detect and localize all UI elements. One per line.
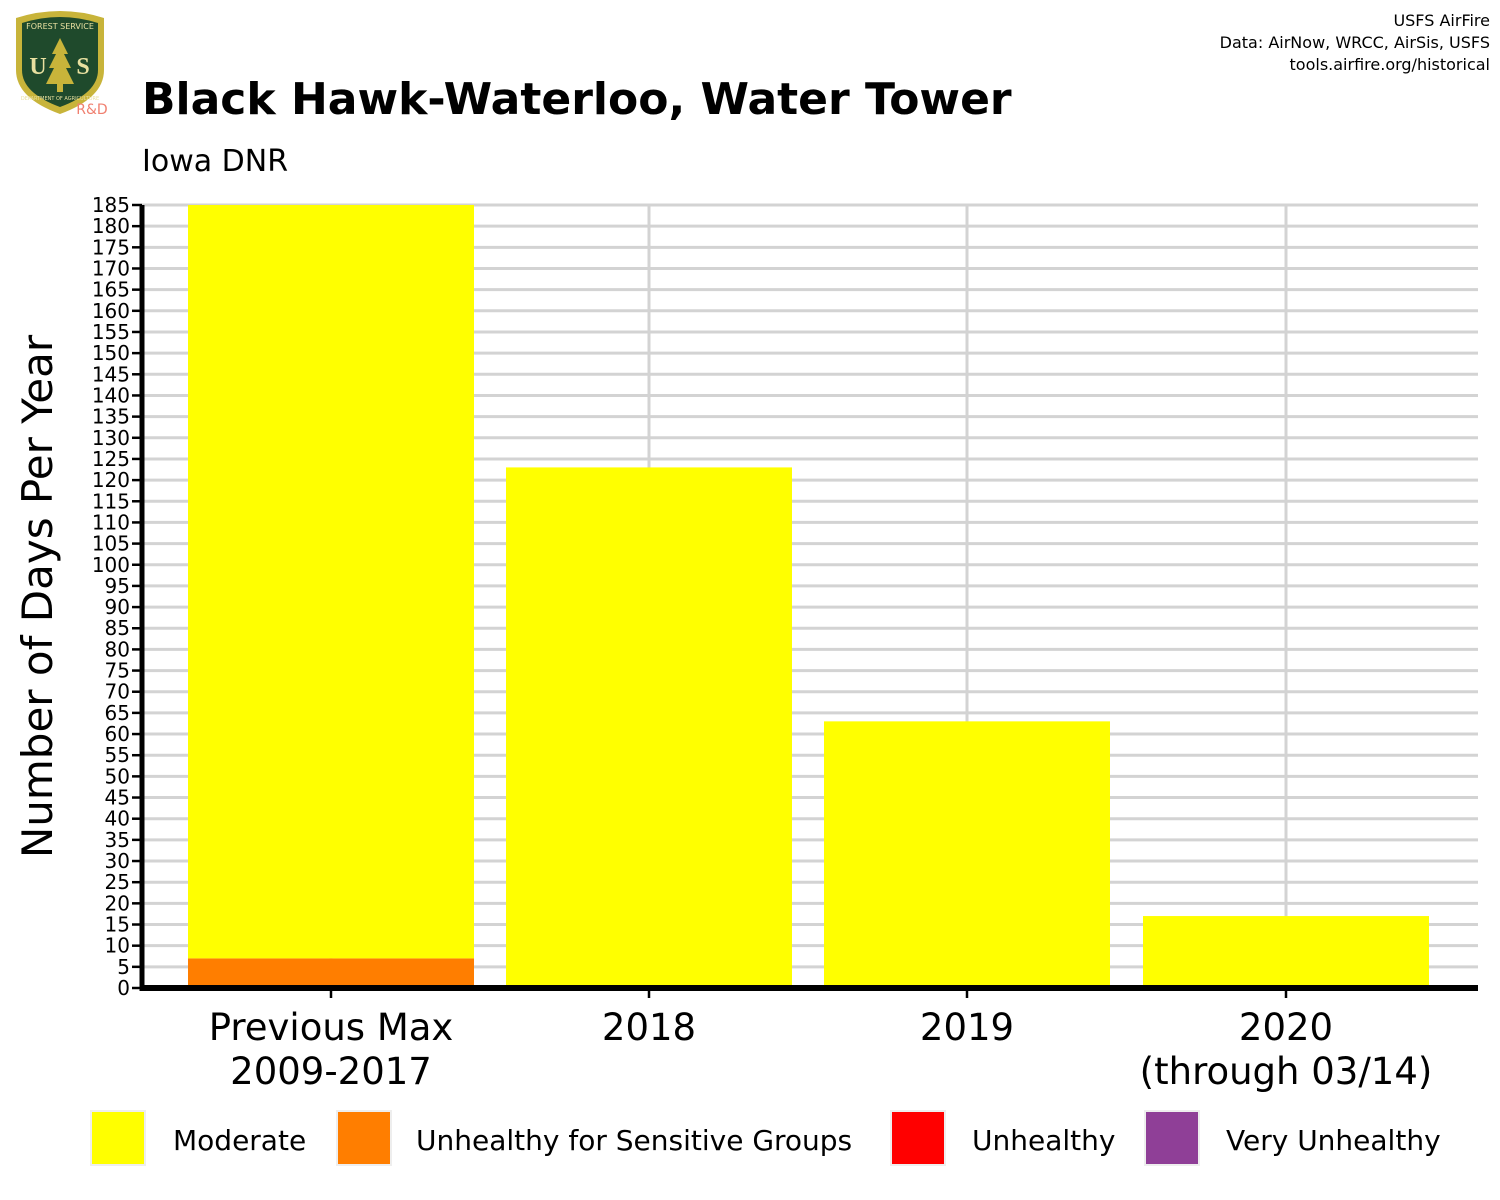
chart-title: Black Hawk-Waterloo, Water Tower	[142, 74, 1012, 125]
x-tick-label: 2018	[602, 1006, 696, 1049]
y-tick-label: 155	[92, 320, 130, 344]
y-tick-label: 15	[105, 913, 130, 937]
logo-mark-u: U	[29, 54, 46, 80]
y-tick-label: 180	[92, 214, 130, 238]
y-tick-label: 165	[92, 278, 130, 302]
y-tick-label: 100	[92, 553, 130, 577]
y-tick-label: 95	[105, 574, 130, 598]
chart-subtitle: Iowa DNR	[142, 144, 289, 179]
x-tick-label: Previous Max	[209, 1006, 454, 1049]
y-tick-label: 110	[92, 510, 130, 534]
y-tick-label: 150	[92, 341, 130, 365]
y-tick-label: 55	[105, 743, 130, 767]
logo-top-text: FOREST SERVICE	[26, 22, 94, 31]
legend-label: Unhealthy for Sensitive Groups	[416, 1124, 853, 1157]
bar-segment	[188, 205, 474, 959]
y-tick-label: 170	[92, 256, 130, 280]
y-tick-label: 85	[105, 616, 130, 640]
x-tick-label: 2019	[920, 1006, 1014, 1049]
bar-segment	[506, 467, 792, 989]
bar-segment	[188, 958, 474, 988]
pine-tree-icon	[46, 38, 74, 84]
y-tick-label: 175	[92, 235, 130, 259]
legend-label: Unhealthy	[972, 1124, 1116, 1157]
x-tick-label: (through 03/14)	[1140, 1050, 1433, 1093]
y-tick-label: 120	[92, 468, 130, 492]
y-tick-label: 135	[92, 405, 130, 429]
legend-swatch	[336, 1110, 392, 1166]
y-tick-label: 60	[105, 722, 130, 746]
y-tick-label: 25	[105, 870, 130, 894]
y-axis-title: Number of Days Per Year	[13, 334, 62, 858]
y-tick-label: 50	[105, 764, 130, 788]
y-tick-label: 20	[105, 891, 130, 915]
forest-service-logo: U S FOREST SERVICE DEPARTMENT OF AGRICUL…	[8, 8, 112, 120]
y-tick-label: 75	[105, 659, 130, 683]
legend-swatch	[1144, 1110, 1200, 1166]
legend-swatch	[90, 1110, 146, 1166]
y-tick-label: 145	[92, 362, 130, 386]
credit-line: USFS AirFire	[1393, 11, 1490, 30]
y-tick-label: 35	[105, 828, 130, 852]
y-tick-label: 65	[105, 701, 130, 725]
y-tick-label: 5	[117, 955, 130, 979]
y-tick-label: 160	[92, 299, 130, 323]
legend-label: Very Unhealthy	[1226, 1124, 1441, 1157]
credit-line: tools.airfire.org/historical	[1289, 55, 1490, 74]
y-tick-label: 40	[105, 807, 130, 831]
logo-badge: R&D	[76, 102, 107, 118]
x-tick-label: 2020	[1239, 1006, 1333, 1049]
bar-segment	[1143, 916, 1429, 988]
y-tick-label: 70	[105, 680, 130, 704]
y-tick-label: 130	[92, 426, 130, 450]
y-tick-label: 90	[105, 595, 130, 619]
y-tick-label: 0	[117, 976, 130, 1000]
bar-chart: 0510152025303540455055606570758085909510…	[13, 193, 1478, 1093]
y-tick-label: 105	[92, 532, 130, 556]
y-tick-label: 115	[92, 489, 130, 513]
y-tick-label: 125	[92, 447, 130, 471]
y-tick-label: 45	[105, 786, 130, 810]
y-tick-label: 185	[92, 193, 130, 217]
y-tick-label: 80	[105, 637, 130, 661]
logo-mark-s: S	[76, 54, 89, 80]
logo-bottom-text: DEPARTMENT OF AGRICULTURE	[21, 96, 99, 102]
legend-label: Moderate	[173, 1124, 307, 1157]
y-tick-label: 140	[92, 383, 130, 407]
y-tick-label: 10	[105, 934, 130, 958]
credits: USFS AirFire Data: AirNow, WRCC, AirSis,…	[1220, 10, 1490, 76]
x-tick-label: 2009-2017	[230, 1050, 432, 1093]
credit-line: Data: AirNow, WRCC, AirSis, USFS	[1219, 33, 1490, 52]
legend-swatch	[890, 1110, 946, 1166]
y-tick-label: 30	[105, 849, 130, 873]
bar-segment	[824, 721, 1110, 988]
